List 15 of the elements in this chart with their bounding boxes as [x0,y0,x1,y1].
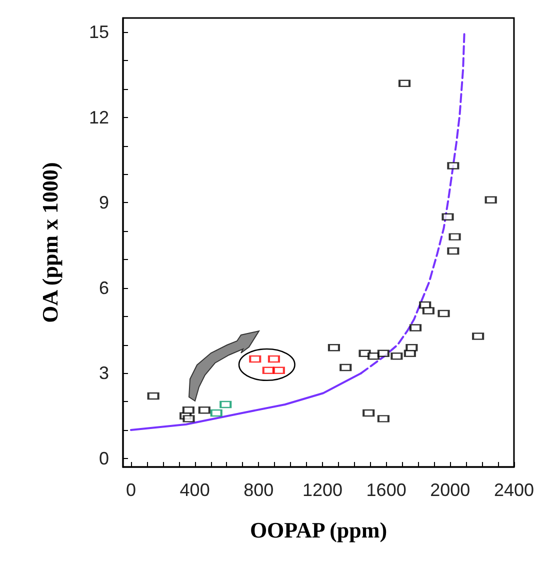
x-tick-label: 0 [126,480,136,500]
x-tick-label: 1600 [366,480,406,500]
y-tick-label: 15 [88,22,109,42]
x-tick-label: 400 [180,480,210,500]
x-tick-label: 800 [244,480,274,500]
y-tick-label: 12 [88,107,109,128]
y-tick-label: 0 [98,448,109,468]
y-axis-title: OA (ppm x 1000) [38,162,62,323]
x-axis-title: OOPAP (ppm) [250,518,388,542]
y-tick-label: 6 [98,278,109,298]
y-tick-label: 3 [98,363,109,384]
x-tick-label: 1200 [302,480,342,500]
y-tick-label: 9 [98,192,109,213]
x-tick-label: 2400 [494,480,534,500]
x-tick-label: 2000 [430,480,470,500]
